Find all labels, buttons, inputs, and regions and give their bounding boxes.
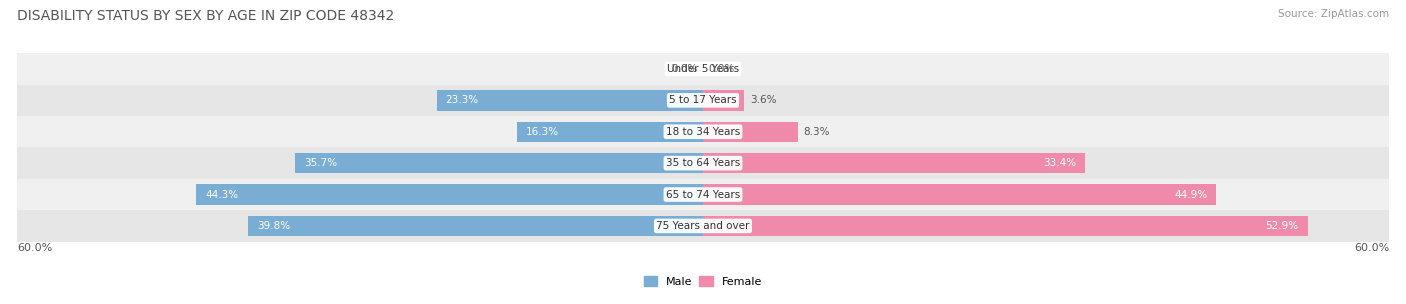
Legend: Male, Female: Male, Female <box>640 272 766 291</box>
Text: 60.0%: 60.0% <box>17 243 52 253</box>
Text: 18 to 34 Years: 18 to 34 Years <box>666 127 740 137</box>
Text: 39.8%: 39.8% <box>257 221 290 231</box>
Text: 44.3%: 44.3% <box>205 189 239 199</box>
Text: 5 to 17 Years: 5 to 17 Years <box>669 95 737 105</box>
Text: 35.7%: 35.7% <box>304 158 337 168</box>
Bar <box>295 153 703 173</box>
Bar <box>17 210 1389 242</box>
Bar <box>703 216 1308 236</box>
Bar <box>436 90 703 111</box>
Text: 33.4%: 33.4% <box>1043 158 1076 168</box>
Bar <box>703 90 744 111</box>
Text: 35 to 64 Years: 35 to 64 Years <box>666 158 740 168</box>
Bar <box>17 53 1389 85</box>
Bar <box>197 184 703 205</box>
Text: 0.0%: 0.0% <box>671 64 697 74</box>
Text: 75 Years and over: 75 Years and over <box>657 221 749 231</box>
Bar <box>516 122 703 142</box>
Text: Source: ZipAtlas.com: Source: ZipAtlas.com <box>1278 9 1389 19</box>
Text: 8.3%: 8.3% <box>804 127 830 137</box>
Text: 60.0%: 60.0% <box>1354 243 1389 253</box>
Bar <box>17 85 1389 116</box>
Bar <box>17 116 1389 147</box>
Text: 65 to 74 Years: 65 to 74 Years <box>666 189 740 199</box>
Text: DISABILITY STATUS BY SEX BY AGE IN ZIP CODE 48342: DISABILITY STATUS BY SEX BY AGE IN ZIP C… <box>17 9 394 23</box>
Bar <box>703 153 1085 173</box>
Bar <box>247 216 703 236</box>
Text: 16.3%: 16.3% <box>526 127 558 137</box>
Text: 0.0%: 0.0% <box>709 64 735 74</box>
Text: 52.9%: 52.9% <box>1265 221 1299 231</box>
Text: 3.6%: 3.6% <box>749 95 776 105</box>
Bar <box>17 179 1389 210</box>
Text: 23.3%: 23.3% <box>446 95 479 105</box>
Bar <box>703 184 1216 205</box>
Text: 44.9%: 44.9% <box>1174 189 1208 199</box>
Bar <box>703 122 799 142</box>
Text: Under 5 Years: Under 5 Years <box>666 64 740 74</box>
Bar <box>17 147 1389 179</box>
